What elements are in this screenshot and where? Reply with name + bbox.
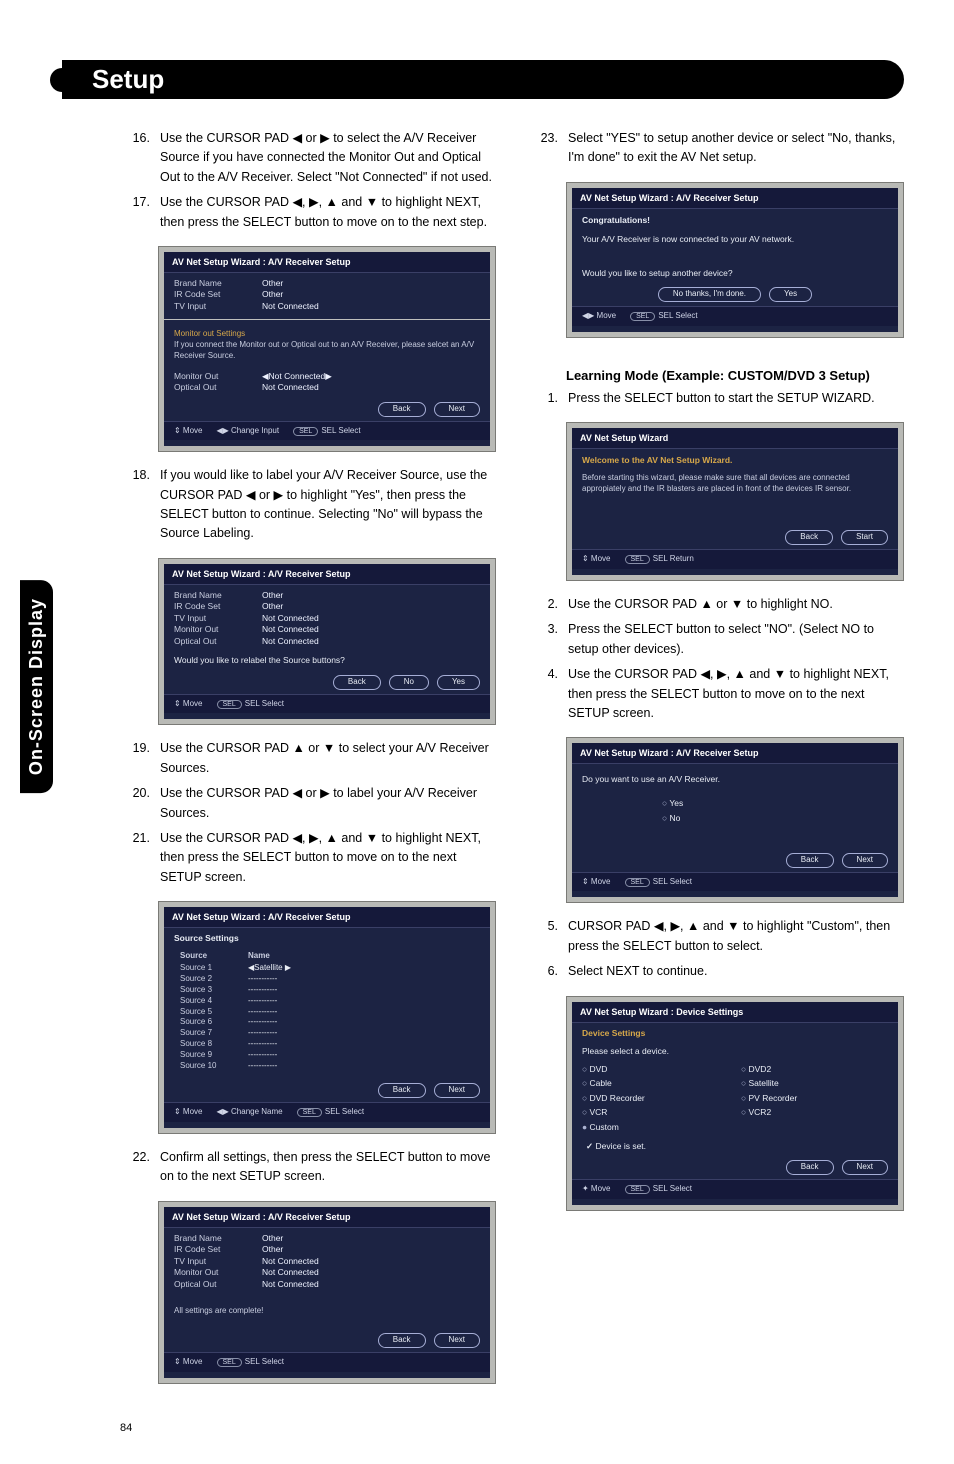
steps-23: 23.Select "YES" to setup another device …	[528, 129, 904, 174]
osd3-title: AV Net Setup Wizard : A/V Receiver Setup	[164, 907, 490, 928]
step-r1: 1.Press the SELECT button to start the S…	[528, 389, 904, 408]
osd5-title: AV Net Setup Wizard : A/V Receiver Setup	[572, 188, 898, 209]
device-cable[interactable]: Cable	[582, 1078, 729, 1089]
osd4-title: AV Net Setup Wizard : A/V Receiver Setup	[164, 1207, 490, 1228]
back-button[interactable]: Back	[378, 1083, 426, 1098]
section-learning-mode: Learning Mode (Example: CUSTOM/DVD 3 Set…	[528, 368, 904, 383]
osd2-title: AV Net Setup Wizard : A/V Receiver Setup	[164, 564, 490, 585]
device-custom[interactable]: Custom	[582, 1122, 729, 1133]
step-23: 23.Select "YES" to setup another device …	[528, 129, 904, 168]
steps-r5-6: 5.CURSOR PAD ◀, ▶, ▲ and ▼ to highlight …	[528, 917, 904, 987]
next-button[interactable]: Next	[434, 1333, 480, 1348]
step-r2: 2.Use the CURSOR PAD ▲ or ▼ to highlight…	[528, 595, 904, 614]
device-vcr[interactable]: VCR	[582, 1107, 729, 1118]
steps-22: 22.Confirm all settings, then press the …	[120, 1148, 496, 1193]
step-20: 20.Use the CURSOR PAD ◀ or ▶ to label yo…	[120, 784, 496, 823]
next-button[interactable]: Next	[842, 1160, 888, 1175]
step-r5: 5.CURSOR PAD ◀, ▶, ▲ and ▼ to highlight …	[528, 917, 904, 956]
osd-panel-5: AV Net Setup Wizard : A/V Receiver Setup…	[566, 182, 904, 338]
step-r3: 3.Press the SELECT button to select "NO"…	[528, 620, 904, 659]
side-tab: On-Screen Display	[20, 580, 53, 793]
radio-yes[interactable]: Yes	[572, 796, 898, 811]
device-pv-recorder[interactable]: PV Recorder	[741, 1093, 888, 1104]
header-title: Setup	[62, 60, 904, 99]
osd-panel-4: AV Net Setup Wizard : A/V Receiver Setup…	[158, 1201, 496, 1384]
next-button[interactable]: Next	[434, 402, 480, 417]
osd2-question: Would you like to relabel the Source but…	[164, 649, 490, 668]
osd1-title: AV Net Setup Wizard : A/V Receiver Setup	[164, 252, 490, 273]
osd6-title: AV Net Setup Wizard	[572, 428, 898, 449]
start-button[interactable]: Start	[841, 530, 888, 545]
osd-panel-7: AV Net Setup Wizard : A/V Receiver Setup…	[566, 737, 904, 903]
osd-panel-6: AV Net Setup Wizard Welcome to the AV Ne…	[566, 422, 904, 581]
steps-r2-4: 2.Use the CURSOR PAD ▲ or ▼ to highlight…	[528, 595, 904, 729]
step-r4: 4.Use the CURSOR PAD ◀, ▶, ▲ and ▼ to hi…	[528, 665, 904, 723]
step-22: 22.Confirm all settings, then press the …	[120, 1148, 496, 1187]
steps-r1: 1.Press the SELECT button to start the S…	[528, 389, 904, 414]
step-21': 21.Use the CURSOR PAD ◀, ▶, ▲ and ▼ to h…	[120, 829, 496, 887]
device-dvd[interactable]: DVD	[582, 1064, 729, 1075]
step-18: 18.If you would like to label your A/V R…	[120, 466, 496, 544]
device-grid: DVD DVD2 Cable Satellite DVD Recorder PV…	[572, 1060, 898, 1137]
back-button[interactable]: Back	[786, 1160, 834, 1175]
back-button[interactable]: Back	[786, 853, 834, 868]
page-number: 84	[50, 1422, 904, 1434]
step-16: 16.Use the CURSOR PAD ◀ or ▶ to select t…	[120, 129, 496, 187]
header-dot	[50, 68, 74, 92]
back-button[interactable]: Back	[378, 402, 426, 417]
device-vcr2[interactable]: VCR2	[741, 1107, 888, 1118]
yes-button[interactable]: Yes	[437, 675, 480, 690]
device-satellite[interactable]: Satellite	[741, 1078, 888, 1089]
osd8-title: AV Net Setup Wizard : Device Settings	[572, 1002, 898, 1023]
back-button[interactable]: Back	[333, 675, 381, 690]
osd-panel-8: AV Net Setup Wizard : Device Settings De…	[566, 996, 904, 1211]
back-button[interactable]: Back	[378, 1333, 426, 1348]
back-button[interactable]: Back	[785, 530, 833, 545]
steps-16-17: 16.Use the CURSOR PAD ◀ or ▶ to select t…	[120, 129, 496, 238]
left-column: 16.Use the CURSOR PAD ◀ or ▶ to select t…	[120, 129, 496, 1398]
steps-19-21: 19.Use the CURSOR PAD ▲ or ▼ to select y…	[120, 739, 496, 893]
device-dvd2[interactable]: DVD2	[741, 1064, 888, 1075]
osd-panel-1: AV Net Setup Wizard : A/V Receiver Setup…	[158, 246, 496, 452]
next-button[interactable]: Next	[434, 1083, 480, 1098]
steps-18: 18.If you would like to label your A/V R…	[120, 466, 496, 550]
right-column: 23.Select "YES" to setup another device …	[528, 129, 904, 1398]
osd-panel-3: AV Net Setup Wizard : A/V Receiver Setup…	[158, 901, 496, 1134]
osd7-title: AV Net Setup Wizard : A/V Receiver Setup	[572, 743, 898, 764]
no-thanks-button[interactable]: No thanks, I'm done.	[658, 287, 761, 302]
step-19: 19.Use the CURSOR PAD ▲ or ▼ to select y…	[120, 739, 496, 778]
yes-button[interactable]: Yes	[769, 287, 812, 302]
step-r6: 6.Select NEXT to continue.	[528, 962, 904, 981]
step-17: 17.Use the CURSOR PAD ◀, ▶, ▲ and ▼ to h…	[120, 193, 496, 232]
device-is-set: Device is set.	[572, 1137, 898, 1154]
next-button[interactable]: Next	[842, 853, 888, 868]
no-button[interactable]: No	[389, 675, 429, 690]
radio-no[interactable]: No	[572, 811, 898, 826]
osd-panel-2: AV Net Setup Wizard : A/V Receiver Setup…	[158, 558, 496, 726]
device-dvd-recorder[interactable]: DVD Recorder	[582, 1093, 729, 1104]
